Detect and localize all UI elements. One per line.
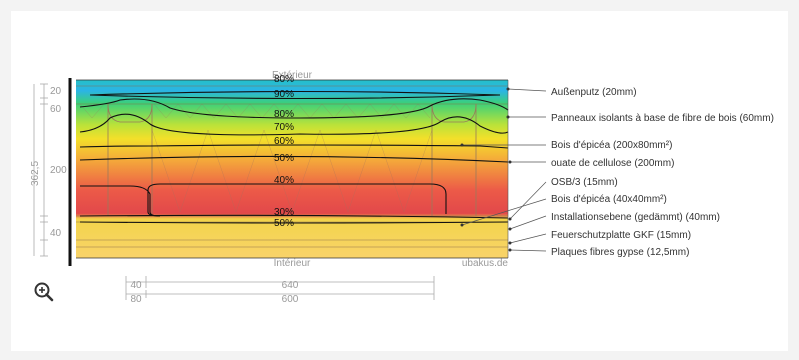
layer-label: Außenputz (20mm)	[551, 87, 637, 98]
dim-left-label: 40	[50, 228, 62, 239]
bottom-dimension-lines	[125, 276, 435, 300]
dim-bottom-label: 40	[130, 280, 142, 291]
layer-label: ouate de cellulose (200mm)	[551, 158, 674, 169]
layer-label: Panneaux isolants à base de fibre de boi…	[551, 113, 774, 124]
layer-label: Bois d'épicéa (40x40mm²)	[551, 194, 667, 205]
isoline-label: 30%	[274, 207, 294, 218]
dim-total-label: 362,5	[30, 161, 41, 186]
dim-bottom-label: 80	[130, 294, 142, 305]
isoline-label: 70%	[274, 122, 294, 133]
dim-left-label: 60	[50, 104, 62, 115]
layer-label: Bois d'épicéa (200x80mm²)	[551, 140, 672, 151]
leader-dots	[460, 87, 512, 252]
dim-bottom-label: 640	[282, 280, 299, 291]
isoline-label: 80%	[274, 109, 294, 120]
isoline-label: 50%	[274, 153, 294, 164]
source-label: ubakus.de	[462, 258, 509, 269]
isoline-label: 80%	[274, 74, 294, 85]
isoline-label: 40%	[274, 175, 294, 186]
isoline-label: 90%	[274, 89, 294, 100]
exterior-label: Extérieur	[272, 70, 313, 81]
isoline-label: 60%	[274, 136, 294, 147]
layer-label: Plaques fibres gypse (12,5mm)	[551, 247, 689, 258]
dim-left-label: 20	[50, 86, 62, 97]
humidity-isolines	[79, 90, 509, 224]
isoline-label: 50%	[274, 218, 294, 229]
layer-label: OSB/3 (15mm)	[551, 177, 618, 188]
dim-left-label: 200	[50, 165, 67, 176]
zoom-in-icon[interactable]	[33, 281, 55, 303]
layer-label: Installationsebene (gedämmt) (40mm)	[551, 212, 720, 223]
wall-body	[76, 80, 508, 258]
dim-bottom-label: 600	[282, 294, 299, 305]
layer-label: Feuerschutzplatte GKF (15mm)	[551, 230, 691, 241]
left-dimension-lines	[33, 83, 48, 257]
interior-label: Intérieur	[274, 258, 311, 269]
leader-lines	[461, 88, 547, 252]
